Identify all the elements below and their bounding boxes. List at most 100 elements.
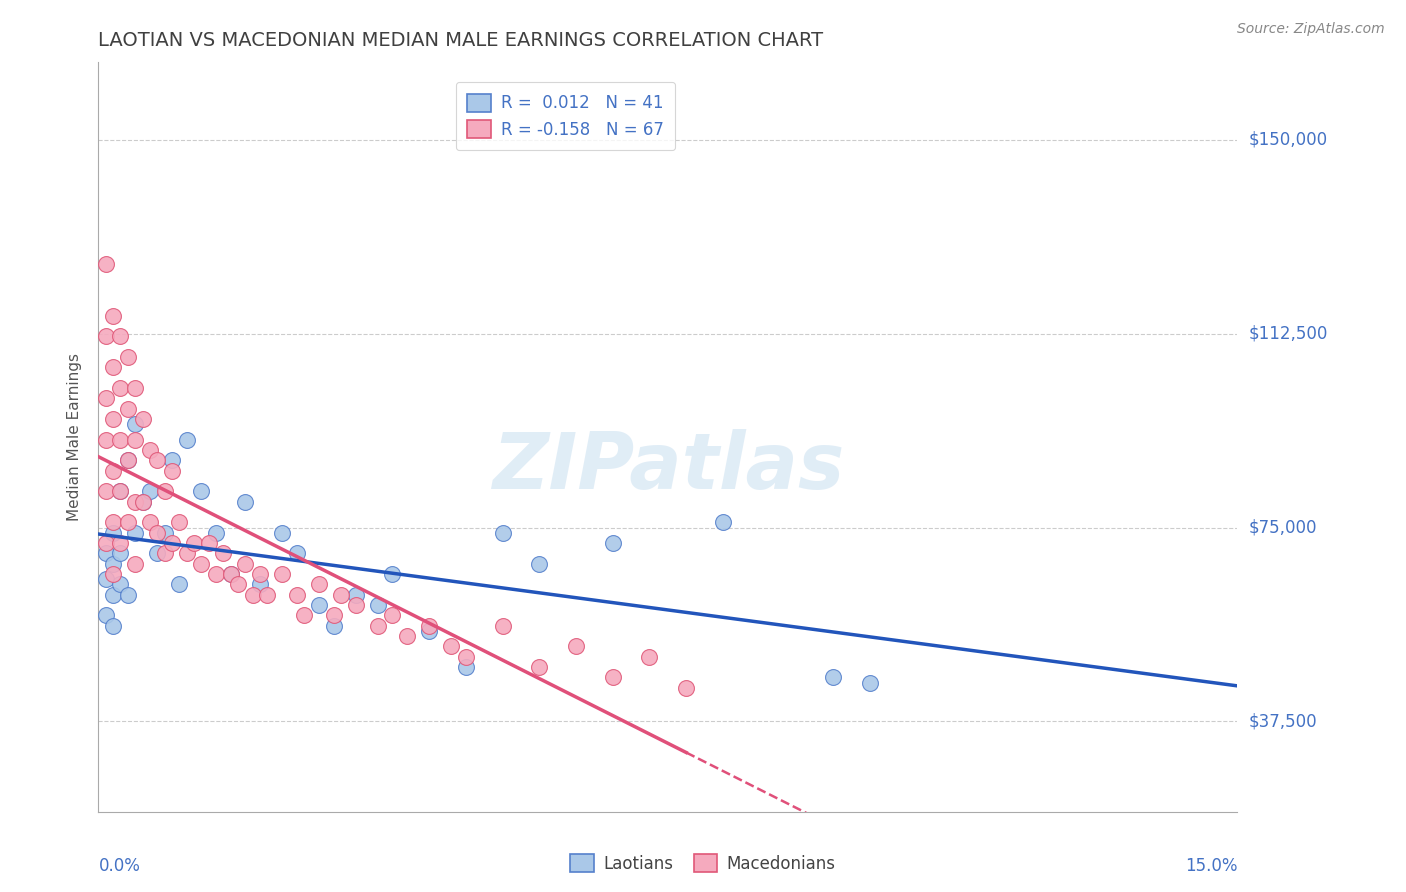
Point [101,567,124,582]
Point [146,453,169,467]
Point [256,588,278,602]
Point [529,557,551,571]
Point [101,588,124,602]
Point [160,536,183,550]
Point [139,442,162,457]
Point [153,484,176,499]
Point [101,412,124,426]
Point [153,525,176,540]
Point [271,525,294,540]
Point [308,577,330,591]
Point [219,567,242,582]
Text: LAOTIAN VS MACEDONIAN MEDIAN MALE EARNINGS CORRELATION CHART: LAOTIAN VS MACEDONIAN MEDIAN MALE EARNIN… [98,30,824,50]
Point [638,649,661,664]
Point [110,546,132,560]
Point [602,536,624,550]
Point [167,516,190,530]
Point [367,598,389,612]
Point [110,577,132,591]
Point [329,588,352,602]
Point [235,557,257,571]
Point [529,660,551,674]
Point [454,649,477,664]
Point [292,608,315,623]
Point [94,392,117,406]
Point [94,433,117,447]
Point [124,433,146,447]
Point [101,360,124,375]
Point [823,670,845,684]
Point [117,453,139,467]
Point [110,381,132,395]
Point [176,546,198,560]
Point [418,624,440,638]
Point [675,681,697,695]
Point [139,484,162,499]
Point [131,494,153,508]
Point [344,598,367,612]
Point [205,525,228,540]
Point [124,525,146,540]
Point [285,588,308,602]
Point [117,588,139,602]
Point [285,546,308,560]
Text: $150,000: $150,000 [1249,131,1327,149]
Point [94,572,117,586]
Y-axis label: Median Male Earnings: Median Male Earnings [67,353,83,521]
Point [235,494,257,508]
Point [242,588,264,602]
Point [491,618,513,632]
Point [131,412,153,426]
Point [381,608,404,623]
Point [117,350,139,364]
Legend: Laotians, Macedonians: Laotians, Macedonians [564,847,842,880]
Point [602,670,624,684]
Point [859,675,882,690]
Point [124,557,146,571]
Point [249,567,271,582]
Point [94,257,117,271]
Point [110,433,132,447]
Point [110,536,132,550]
Point [308,598,330,612]
Point [124,381,146,395]
Point [110,484,132,499]
Point [160,464,183,478]
Point [491,525,513,540]
Point [101,618,124,632]
Point [94,546,117,560]
Point [440,640,463,654]
Point [711,516,734,530]
Point [117,401,139,416]
Point [205,567,228,582]
Text: 0.0%: 0.0% [98,856,141,875]
Text: 15.0%: 15.0% [1185,856,1237,875]
Point [139,516,162,530]
Text: Source: ZipAtlas.com: Source: ZipAtlas.com [1237,22,1385,37]
Point [271,567,294,582]
Point [94,329,117,343]
Point [131,494,153,508]
Point [395,629,418,643]
Point [367,618,389,632]
Point [153,546,176,560]
Text: ZIPatlas: ZIPatlas [492,429,844,505]
Point [101,309,124,323]
Point [226,577,249,591]
Point [117,516,139,530]
Point [322,608,344,623]
Text: $75,000: $75,000 [1249,518,1317,536]
Point [381,567,404,582]
Point [94,608,117,623]
Text: $37,500: $37,500 [1249,713,1317,731]
Point [146,525,169,540]
Legend: R =  0.012   N = 41, R = -0.158   N = 67: R = 0.012 N = 41, R = -0.158 N = 67 [456,82,675,150]
Point [344,588,367,602]
Point [146,546,169,560]
Point [565,640,588,654]
Point [176,433,198,447]
Point [183,536,205,550]
Point [94,536,117,550]
Point [101,557,124,571]
Point [190,484,212,499]
